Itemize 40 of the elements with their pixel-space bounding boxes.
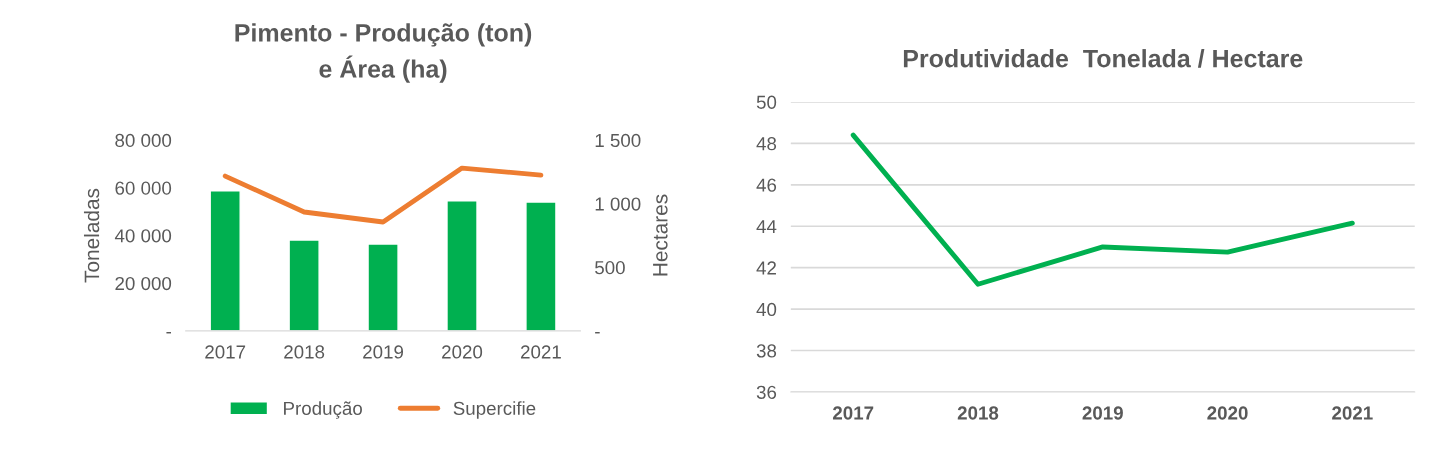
x-tick-label: 2018 — [957, 406, 999, 420]
bar — [209, 190, 241, 331]
y2-axis-title: Hectares — [653, 194, 668, 276]
legend-label: Produção — [284, 401, 362, 419]
chart-title: Produtividade Tonelada / Hectare — [903, 49, 1303, 68]
y-tick-label: - — [166, 331, 172, 334]
y-tick-label: 60 000 — [115, 181, 172, 195]
y-tick-label: 46 — [756, 178, 777, 192]
y-tick-label: 44 — [756, 220, 777, 234]
bar — [367, 243, 399, 331]
y2-tick-label: 1 000 — [595, 197, 641, 211]
x-tick-label: 2017 — [832, 406, 874, 420]
y-tick-label: 50 — [756, 95, 777, 109]
x-tick-label: 2019 — [363, 345, 404, 359]
y-tick-label: 40 — [756, 302, 777, 317]
y-tick-label: 36 — [756, 385, 777, 399]
y2-tick-label: - — [595, 331, 600, 334]
legend-label: Supercifie — [453, 401, 536, 419]
y-tick-label: 38 — [756, 344, 777, 358]
y-tick-label: 40 000 — [114, 229, 172, 243]
bar — [288, 239, 320, 331]
y-tick-label: 20 000 — [115, 276, 172, 291]
y2-tick-label: 1 500 — [595, 133, 641, 148]
chart-title: Pimento - Produção (ton) e Área (ha) — [235, 23, 532, 83]
x-tick-label: 2021 — [521, 345, 561, 359]
x-tick-label: 2019 — [1082, 406, 1123, 420]
x-tick-label: 2021 — [1332, 406, 1373, 420]
y-tick-label: 80 000 — [115, 133, 172, 148]
bar — [446, 200, 478, 331]
x-tick-label: 2020 — [1207, 406, 1248, 420]
y2-tick-label: 500 — [595, 261, 625, 275]
x-tick-label: 2018 — [284, 345, 325, 359]
line-series — [850, 132, 1355, 287]
bar — [525, 201, 557, 331]
x-tick-label: 2017 — [205, 345, 246, 359]
x-tick-label: 2020 — [442, 345, 483, 359]
y-axis-title: Toneladas — [83, 188, 100, 283]
line-series — [222, 165, 544, 225]
y-tick-label: 42 — [756, 261, 776, 275]
y-tick-label: 48 — [756, 137, 777, 151]
